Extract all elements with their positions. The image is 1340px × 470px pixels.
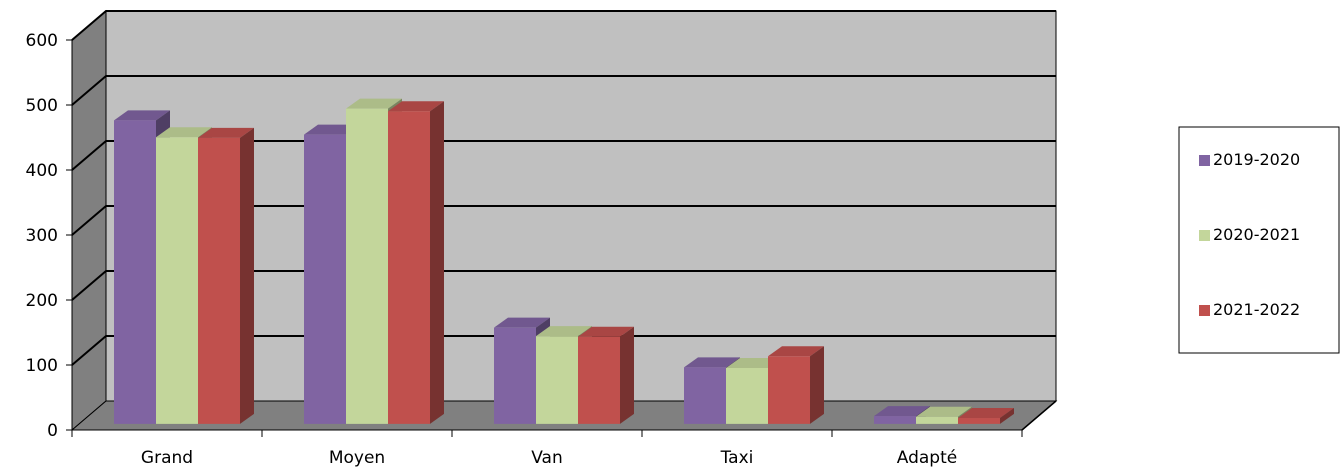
gridline [71, 205, 1056, 236]
x-tick-label: Van [531, 448, 563, 468]
gridline [71, 75, 1056, 106]
bar [198, 127, 254, 424]
y-tick-label: 400 [26, 161, 58, 181]
x-tick-label: Adapté [897, 448, 957, 468]
legend: 2019-2020 2020-2021 2021-2022 [1178, 126, 1340, 354]
bars [114, 98, 1014, 424]
y-tick-label: 500 [26, 96, 58, 116]
bar [958, 408, 1014, 424]
legend-label: 2020-2021 [1213, 225, 1300, 244]
y-tick-label: 100 [26, 356, 58, 376]
y-tick-label: 200 [26, 291, 58, 311]
gridline [71, 140, 1056, 171]
y-tick-label: 600 [26, 31, 58, 51]
y-tick-label: 0 [47, 421, 58, 441]
legend-label: 2019-2020 [1213, 150, 1300, 169]
gridline [71, 270, 1056, 301]
legend-item: 2020-2021 [1199, 225, 1300, 244]
legend-swatch [1199, 230, 1210, 241]
bar [578, 326, 634, 424]
legend-item: 2019-2020 [1199, 150, 1300, 169]
bar [768, 346, 824, 424]
x-tick-label: Moyen [329, 448, 385, 468]
y-tick-label: 300 [26, 226, 58, 246]
gridline [71, 10, 1056, 41]
legend-item: 2021-2022 [1199, 300, 1300, 319]
gridline [71, 335, 1056, 366]
bar [388, 101, 444, 424]
legend-label: 2021-2022 [1213, 300, 1300, 319]
x-tick-label: Taxi [720, 448, 754, 468]
legend-swatch [1199, 155, 1210, 166]
x-tick-label: Grand [141, 448, 193, 468]
floor-edge [1021, 400, 1057, 431]
legend-swatch [1199, 305, 1210, 316]
axes: 0 100 200 300 400 500 600 Grand Moyen Van Taxi Adap… [26, 31, 1057, 468]
gridlines [71, 10, 1056, 366]
